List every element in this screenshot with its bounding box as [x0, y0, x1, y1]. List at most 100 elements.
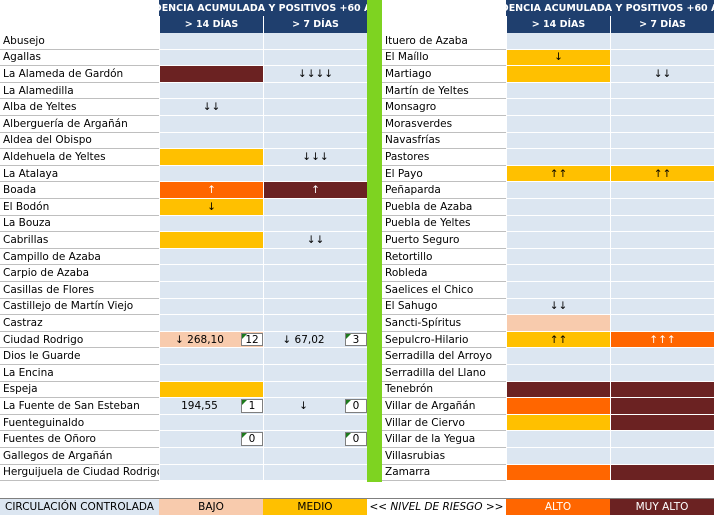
cell-value: ↓ 268,10 [175, 333, 224, 346]
right-row-name: Morasverdes [382, 116, 506, 133]
left-cell-7-days [263, 381, 367, 399]
right-header-7-days: > 7 DÍAS [610, 16, 714, 33]
right-cell-14-days [506, 265, 610, 282]
right-cell-7-days [610, 248, 714, 266]
left-cell-7-days: ↓ 67,02 3 [263, 331, 367, 349]
right-cell-7-days [610, 99, 714, 116]
left-row-name: Carpio de Azaba [0, 265, 159, 282]
right-row-name: Sepulcro-Hilario [382, 331, 506, 349]
right-row-name: Villar de la Yegua [382, 431, 506, 448]
left-cell-7-days: ↓↓↓↓ [263, 66, 367, 83]
left-cell-7-days [263, 248, 367, 266]
right-cell-7-days [610, 464, 714, 482]
legend-medio: MEDIO [263, 498, 367, 515]
left-row-name: Campillo de Azaba [0, 248, 159, 266]
positives-count: 1 [248, 399, 256, 412]
right-cell-7-days [610, 398, 714, 415]
right-row-name: Puebla de Yeltes [382, 215, 506, 233]
right-row-name: Puerto Seguro [382, 232, 506, 249]
left-cell-14-days: 194,55 1 [159, 398, 263, 415]
right-cell-14-days [506, 448, 610, 465]
left-row-name: Dios le Guarde [0, 348, 159, 365]
right-row-name: Saelices el Chico [382, 282, 506, 299]
right-cell-7-days [610, 149, 714, 166]
left-cell-14-days [159, 66, 263, 83]
right-row-name: El Payo [382, 165, 506, 183]
positives-count-box: 3 [345, 332, 367, 347]
left-cell-14-days [159, 298, 263, 316]
right-cell-14-days [506, 99, 610, 116]
right-row-name: Puebla de Azaba [382, 199, 506, 216]
left-cell-7-days [263, 82, 367, 100]
right-cell-7-days [610, 215, 714, 233]
left-row-name: Abusejo [0, 33, 159, 50]
right-cell-14-days [506, 365, 610, 382]
left-row-name: La Atalaya [0, 165, 159, 183]
right-cell-14-days [506, 132, 610, 150]
right-cell-14-days [506, 348, 610, 365]
positives-count: 0 [248, 433, 256, 446]
left-row-name: Aldea del Obispo [0, 132, 159, 150]
cell-value: ↑ [311, 184, 320, 197]
left-cell-7-days: ↓↓↓ [263, 149, 367, 166]
left-row-name: La Alamedilla [0, 82, 159, 100]
right-row-name: Villar de Ciervo [382, 414, 506, 432]
cell-value: ↑↑ [549, 333, 568, 346]
left-cell-14-days [159, 248, 263, 266]
right-row-name: Robleda [382, 265, 506, 282]
cell-value: ↓ 67,02 [282, 333, 325, 346]
left-row-name: Castraz [0, 315, 159, 332]
cell-value: ↓↓↓ [302, 150, 329, 163]
right-cell-7-days: ↑↑ [610, 165, 714, 183]
left-cell-14-days [159, 33, 263, 50]
left-cell-7-days [263, 448, 367, 465]
left-row-name: Espeja [0, 381, 159, 399]
left-row-name: La Bouza [0, 215, 159, 233]
left-cell-7-days [263, 116, 367, 133]
right-row-name: Navasfrías [382, 132, 506, 150]
left-row-name: Boada [0, 182, 159, 199]
left-cell-7-days: ↓↓ [263, 232, 367, 249]
positives-count: 12 [245, 333, 259, 346]
left-cell-7-days [263, 215, 367, 233]
positives-count-box: 12 [241, 332, 263, 347]
left-row-name: La Alameda de Gardón [0, 66, 159, 83]
comment-marker-icon [346, 433, 351, 439]
right-cell-7-days [610, 298, 714, 316]
right-cell-14-days [506, 66, 610, 83]
right-cell-14-days: ↑↑ [506, 165, 610, 183]
comment-marker-icon [242, 400, 247, 406]
right-row-name: El Sahugo [382, 298, 506, 316]
right-header-title: INCIDENCIA ACUMULADA Y POSITIVOS +60 AÑO… [506, 0, 714, 16]
right-row-name: Zamarra [382, 464, 506, 482]
right-cell-7-days [610, 116, 714, 133]
right-row-name: Tenebrón [382, 381, 506, 399]
right-cell-7-days [610, 33, 714, 50]
right-cell-7-days [610, 448, 714, 465]
left-cell-14-days [159, 315, 263, 332]
left-cell-7-days: ↑ [263, 182, 367, 199]
left-header-7-days: > 7 DÍAS [263, 16, 367, 33]
right-cell-7-days: ↓↓ [610, 66, 714, 83]
right-cell-14-days [506, 431, 610, 448]
legend-circulación-controlada: CIRCULACIÓN CONTROLADA [0, 498, 159, 515]
right-cell-7-days [610, 365, 714, 382]
right-cell-14-days [506, 464, 610, 482]
right-cell-7-days [610, 199, 714, 216]
cell-value: ↓ [207, 200, 216, 213]
right-cell-14-days [506, 116, 610, 133]
right-cell-7-days [610, 315, 714, 332]
left-cell-14-days [159, 49, 263, 67]
left-cell-14-days [159, 215, 263, 233]
left-cell-7-days [263, 315, 367, 332]
right-row-name: Martín de Yeltes [382, 82, 506, 100]
right-cell-14-days [506, 182, 610, 199]
left-row-name: Castillejo de Martín Viejo [0, 298, 159, 316]
right-cell-7-days [610, 282, 714, 299]
right-cell-14-days [506, 82, 610, 100]
left-row-name: La Fuente de San Esteban [0, 398, 159, 415]
right-row-name: El Maíllo [382, 49, 506, 67]
right-header-14-days: > 14 DÍAS [506, 16, 610, 33]
left-header-title: INCIDENCIA ACUMULADA Y POSITIVOS +60 AÑO… [159, 0, 367, 16]
